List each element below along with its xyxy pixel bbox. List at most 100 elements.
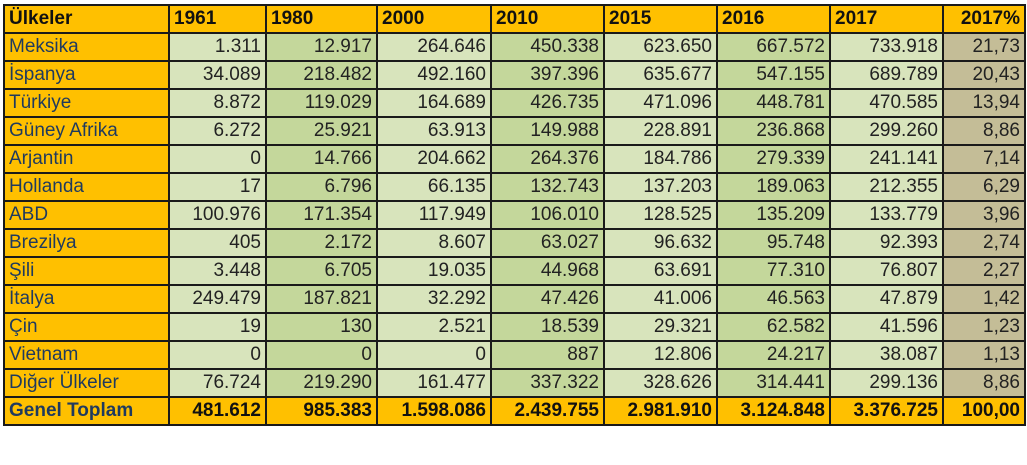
value-cell: 13,94 (942, 88, 1026, 118)
value-cell: 8.607 (376, 228, 492, 258)
country-cell: ABD (3, 200, 170, 230)
column-header: 2016 (716, 4, 831, 34)
value-cell: 100,00 (942, 396, 1026, 426)
value-cell: 279.339 (716, 144, 831, 174)
country-cell: Şili (3, 256, 170, 286)
value-cell: 3,96 (942, 200, 1026, 230)
table-row: Güney Afrika 6.272 25.921 63.913 149.988 228.… (3, 116, 1026, 146)
value-cell: 448.781 (716, 88, 831, 118)
country-cell: Arjantin (3, 144, 170, 174)
value-cell: 34.089 (168, 60, 267, 90)
value-cell: 184.786 (603, 144, 718, 174)
value-cell: 25.921 (265, 116, 378, 146)
value-cell: 128.525 (603, 200, 718, 230)
value-cell: 241.141 (829, 144, 944, 174)
value-cell: 29.321 (603, 312, 718, 342)
value-cell: 41.006 (603, 284, 718, 314)
value-cell: 63.691 (603, 256, 718, 286)
country-cell: İspanya (3, 60, 170, 90)
country-cell: Çin (3, 312, 170, 342)
value-cell: 6.796 (265, 172, 378, 202)
value-cell: 264.646 (376, 32, 492, 62)
column-header: 2015 (603, 4, 718, 34)
header-row: Ülkeler 1961 1980 2000 2010 2015 2016 2017 2017% (3, 4, 1026, 34)
value-cell: 12.917 (265, 32, 378, 62)
column-header: 2000 (376, 4, 492, 34)
value-cell: 62.582 (716, 312, 831, 342)
value-cell: 219.290 (265, 368, 378, 398)
value-cell: 1,23 (942, 312, 1026, 342)
table-row: İtalya 249.479 187.821 32.292 47.426 41.006 46… (3, 284, 1026, 314)
value-cell: 3.448 (168, 256, 267, 286)
country-cell: Vietnam (3, 340, 170, 370)
value-cell: 63.913 (376, 116, 492, 146)
column-header: 2017 (829, 4, 944, 34)
value-cell: 18.539 (490, 312, 605, 342)
value-cell: 2.439.755 (490, 396, 605, 426)
table-row: Brezilya 405 2.172 8.607 63.027 96.632 95.748 9… (3, 228, 1026, 258)
country-cell: Güney Afrika (3, 116, 170, 146)
value-cell: 0 (168, 340, 267, 370)
table-row: Meksika 1.311 12.917 264.646 450.338 623.650 6… (3, 32, 1026, 62)
value-cell: 667.572 (716, 32, 831, 62)
value-cell: 0 (376, 340, 492, 370)
value-cell: 132.743 (490, 172, 605, 202)
value-cell: 218.482 (265, 60, 378, 90)
value-cell: 164.689 (376, 88, 492, 118)
column-header: 2010 (490, 4, 605, 34)
value-cell: 299.260 (829, 116, 944, 146)
value-cell: 1.598.086 (376, 396, 492, 426)
value-cell: 2.521 (376, 312, 492, 342)
value-cell: 635.677 (603, 60, 718, 90)
value-cell: 1,42 (942, 284, 1026, 314)
value-cell: 264.376 (490, 144, 605, 174)
value-cell: 171.354 (265, 200, 378, 230)
value-cell: 1,13 (942, 340, 1026, 370)
value-cell: 492.160 (376, 60, 492, 90)
column-header: 2017% (942, 4, 1026, 34)
value-cell: 689.789 (829, 60, 944, 90)
value-cell: 117.949 (376, 200, 492, 230)
country-cell: Hollanda (3, 172, 170, 202)
value-cell: 63.027 (490, 228, 605, 258)
value-cell: 135.209 (716, 200, 831, 230)
value-cell: 547.155 (716, 60, 831, 90)
value-cell: 19.035 (376, 256, 492, 286)
value-cell: 12.806 (603, 340, 718, 370)
value-cell: 6,29 (942, 172, 1026, 202)
value-cell: 3.124.848 (716, 396, 831, 426)
value-cell: 76.807 (829, 256, 944, 286)
table-row: Hollanda 17 6.796 66.135 132.743 137.203 189.0… (3, 172, 1026, 202)
table-row: Çin 19 130 2.521 18.539 29.321 62.582 41.596 1,2… (3, 312, 1026, 342)
value-cell: 426.735 (490, 88, 605, 118)
value-cell: 249.479 (168, 284, 267, 314)
value-cell: 6.272 (168, 116, 267, 146)
value-cell: 14.766 (265, 144, 378, 174)
value-cell: 130 (265, 312, 378, 342)
value-cell: 3.376.725 (829, 396, 944, 426)
value-cell: 450.338 (490, 32, 605, 62)
value-cell: 471.096 (603, 88, 718, 118)
value-cell: 470.585 (829, 88, 944, 118)
value-cell: 314.441 (716, 368, 831, 398)
value-cell: 38.087 (829, 340, 944, 370)
country-cell: Türkiye (3, 88, 170, 118)
value-cell: 66.135 (376, 172, 492, 202)
value-cell: 1.311 (168, 32, 267, 62)
value-cell: 41.596 (829, 312, 944, 342)
value-cell: 7,14 (942, 144, 1026, 174)
value-cell: 2,74 (942, 228, 1026, 258)
value-cell: 733.918 (829, 32, 944, 62)
table-row: Türkiye 8.872 119.029 164.689 426.735 471.096… (3, 88, 1026, 118)
value-cell: 19 (168, 312, 267, 342)
value-cell: 24.217 (716, 340, 831, 370)
table-row: Şili 3.448 6.705 19.035 44.968 63.691 77.310 76… (3, 256, 1026, 286)
country-cell: Meksika (3, 32, 170, 62)
value-cell: 133.779 (829, 200, 944, 230)
country-cell: Brezilya (3, 228, 170, 258)
table-row: İspanya 34.089 218.482 492.160 397.396 635.67… (3, 60, 1026, 90)
value-cell: 481.612 (168, 396, 267, 426)
value-cell: 17 (168, 172, 267, 202)
value-cell: 119.029 (265, 88, 378, 118)
value-cell: 46.563 (716, 284, 831, 314)
